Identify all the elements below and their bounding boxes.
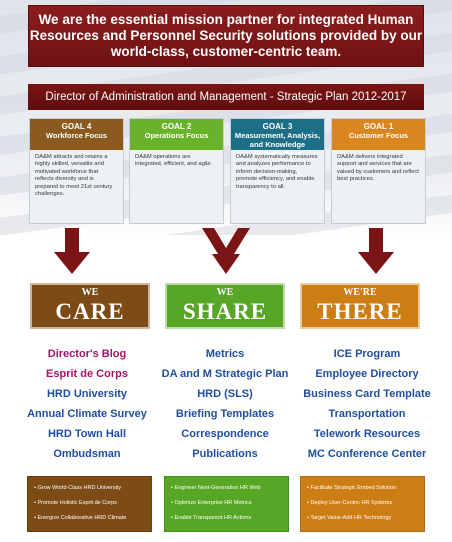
objective-item: • Promote Holistic Esprit de Corps: [34, 500, 117, 506]
goal-description: DA&M delivers integrated support and ser…: [337, 154, 419, 183]
goal-description: DA&M attracts and retains a highly skill…: [35, 154, 113, 198]
link-hrd-town-hall[interactable]: HRD Town Hall: [47, 428, 126, 440]
were-there-banner: WE'RE THERE: [300, 283, 420, 329]
there-objectives-box: • Facilitate Strategic Embed Solution • …: [300, 476, 425, 532]
goal-description: DA&M operations are integrated, efficien…: [135, 154, 213, 168]
link-annual-climate-survey[interactable]: Annual Climate Survey: [27, 408, 147, 420]
there-links: ICE Program Employee Directory Business …: [292, 344, 442, 464]
goal-focus: Operations Focus: [144, 131, 209, 140]
mission-banner: We are the essential mission partner for…: [28, 5, 424, 67]
link-strategic-plan[interactable]: DA and M Strategic Plan: [161, 368, 289, 380]
link-transportation[interactable]: Transportation: [328, 408, 406, 420]
link-mc-conference-center[interactable]: MC Conference Center: [307, 448, 427, 460]
pillar-prefix: WE: [216, 287, 234, 298]
converging-arrows-icon: [202, 228, 250, 274]
we-care-banner: WE CARE: [30, 283, 150, 329]
we-share-banner: WE SHARE: [165, 283, 285, 329]
down-arrow-icon: [358, 228, 394, 274]
pillar-word: CARE: [55, 299, 125, 324]
goal-2-card: GOAL 2 Operations Focus DA&M operations …: [129, 118, 224, 224]
goal-description: DA&M systematically measures and analyze…: [236, 154, 318, 190]
goal-number: GOAL 1: [363, 122, 394, 131]
objective-item: • Energize Collaborative HRD Climate: [34, 515, 127, 521]
pillar-prefix: WE'RE: [343, 287, 377, 298]
objective-item: • Engineer Next-Generation HR Web: [171, 485, 261, 491]
care-objectives-box: • Grow World-Class HRD University • Prom…: [27, 476, 152, 532]
share-objectives-box: • Engineer Next-Generation HR Web • Opti…: [164, 476, 289, 532]
link-business-card-template[interactable]: Business Card Template: [303, 388, 431, 400]
goal-4-card: GOAL 4 Workforce Focus DA&M attracts and…: [29, 118, 124, 224]
goal-2-header: GOAL 2 Operations Focus: [130, 119, 223, 150]
goal-focus: Workforce Focus: [45, 131, 108, 140]
goal-number: GOAL 4: [61, 122, 92, 131]
link-telework-resources[interactable]: Telework Resources: [313, 428, 421, 440]
link-ice-program[interactable]: ICE Program: [333, 348, 401, 360]
link-correspondence[interactable]: Correspondence: [181, 428, 269, 440]
link-ombudsman[interactable]: Ombudsman: [53, 448, 121, 460]
objective-item: • Grow World-Class HRD University: [34, 485, 122, 491]
link-hrd-sls[interactable]: HRD (SLS): [197, 388, 253, 400]
goal-focus: Customer Focus: [348, 131, 409, 140]
goal-number: GOAL 3: [262, 122, 293, 131]
link-employee-directory[interactable]: Employee Directory: [315, 368, 419, 380]
link-metrics[interactable]: Metrics: [205, 348, 245, 360]
goal-number: GOAL 2: [161, 122, 192, 131]
down-arrow-icon: [54, 228, 90, 274]
link-briefing-templates[interactable]: Briefing Templates: [175, 408, 275, 420]
goal-3-header: GOAL 3 Measurement, Analysis, and Knowle…: [231, 119, 324, 158]
objective-item: • Enable Transparent HR Actions: [171, 515, 252, 521]
objective-item: • Deploy User-Centric HR Systems: [307, 500, 393, 506]
link-esprit-de-corps[interactable]: Esprit de Corps: [46, 368, 128, 380]
goal-4-header: GOAL 4 Workforce Focus: [30, 119, 123, 150]
goal-3-card: GOAL 3 Measurement, Analysis, and Knowle…: [230, 118, 325, 224]
link-publications[interactable]: Publications: [192, 448, 258, 460]
goal-1-card: GOAL 1 Customer Focus DA&M delivers inte…: [331, 118, 426, 224]
goal-1-header: GOAL 1 Customer Focus: [332, 119, 425, 150]
link-hrd-university[interactable]: HRD University: [46, 388, 128, 400]
objective-item: • Target Value-Add HR Technology: [307, 515, 392, 521]
goal-focus: Measurement, Analysis, and Knowledge Man…: [234, 131, 321, 158]
pillar-word: SHARE: [182, 299, 268, 324]
objective-item: • Facilitate Strategic Embed Solution: [307, 485, 397, 491]
share-links: Metrics DA and M Strategic Plan HRD (SLS…: [150, 344, 300, 464]
care-links: Director's Blog Esprit de Corps HRD Univ…: [12, 344, 162, 464]
plan-title-banner: Director of Administration and Managemen…: [28, 84, 424, 110]
link-directors-blog[interactable]: Director's Blog: [47, 348, 127, 360]
pillar-prefix: WE: [81, 287, 99, 298]
objective-item: • Optimize Enterprise HR Metrics: [171, 500, 252, 506]
pillar-word: THERE: [317, 299, 403, 324]
